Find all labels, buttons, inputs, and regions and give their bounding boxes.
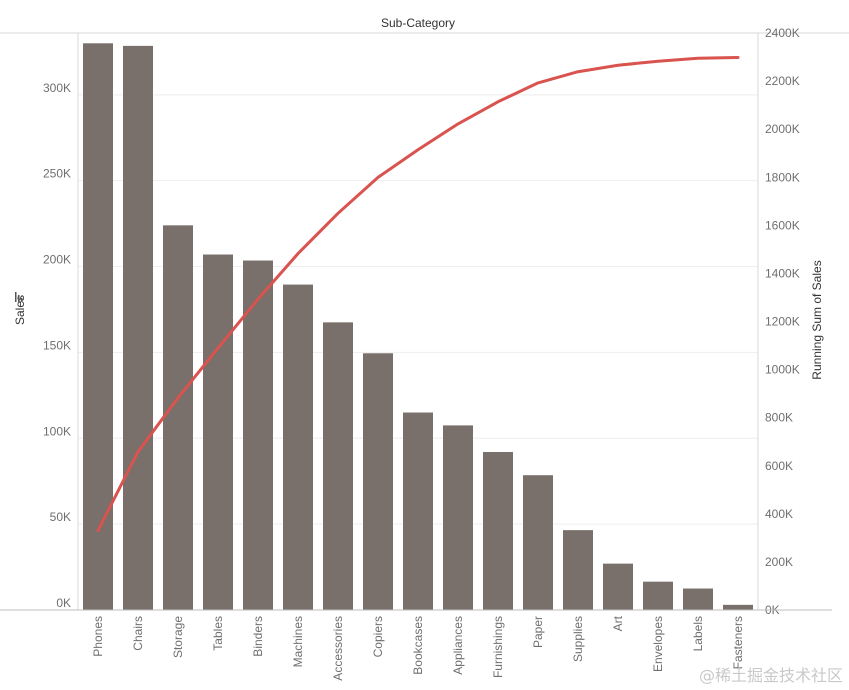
- category-label: Fasteners: [731, 616, 745, 669]
- right-axis-ticks: 0K200K400K600K800K1000K1200K1400K1600K18…: [765, 26, 800, 617]
- bar-storage[interactable]: [163, 225, 193, 611]
- right-tick-label: 600K: [765, 459, 793, 473]
- category-label-group: Envelopes: [651, 616, 665, 672]
- category-label: Accessories: [331, 616, 345, 681]
- left-tick-label: 0K: [56, 596, 71, 610]
- category-label-group: Fasteners: [731, 616, 745, 669]
- bar-labels[interactable]: [683, 588, 713, 610]
- category-label: Copiers: [371, 616, 385, 657]
- category-label: Phones: [91, 616, 105, 657]
- category-labels: Phones Chairs Storage Tables Binders Machines…: [91, 615, 745, 680]
- right-tick-label: 1200K: [765, 315, 800, 329]
- category-label: Binders: [251, 616, 265, 657]
- right-tick-label: 1600K: [765, 218, 800, 232]
- category-label: Supplies: [571, 616, 585, 662]
- category-label-group: Furnishings: [491, 616, 505, 678]
- bar-bookcases[interactable]: [403, 412, 433, 610]
- bar-phones[interactable]: [83, 43, 113, 610]
- bar-paper[interactable]: [523, 475, 553, 610]
- right-tick-label: 1800K: [765, 170, 800, 184]
- category-label-group: Binders: [251, 616, 265, 657]
- bar-art[interactable]: [603, 563, 633, 610]
- category-label-group: Phones: [91, 616, 105, 657]
- watermark: @稀土掘金技术社区: [698, 666, 843, 685]
- right-tick-label: 800K: [765, 411, 793, 425]
- bar-envelopes[interactable]: [643, 581, 673, 610]
- bars: [83, 43, 753, 611]
- category-label-group: Bookcases: [411, 616, 425, 675]
- right-tick-label: 1400K: [765, 266, 800, 280]
- left-axis-title: Sales: [13, 295, 27, 325]
- right-tick-label: 400K: [765, 507, 793, 521]
- right-tick-label: 200K: [765, 555, 793, 569]
- left-tick-label: 200K: [43, 253, 71, 267]
- column-header: Sub-Category: [381, 16, 455, 30]
- y-axis-label: Sales: [13, 295, 27, 325]
- category-label-group: Copiers: [371, 616, 385, 657]
- category-label-group: Storage: [171, 616, 185, 658]
- category-label: Appliances: [451, 616, 465, 675]
- right-tick-label: 2400K: [765, 26, 800, 40]
- category-label: Chairs: [131, 616, 145, 651]
- running-sum-series[interactable]: [96, 56, 740, 533]
- bar-accessories[interactable]: [323, 322, 353, 610]
- category-label-group: Appliances: [451, 616, 465, 675]
- bar-appliances[interactable]: [443, 425, 473, 610]
- category-label-group: Accessories: [331, 616, 345, 681]
- bar-copiers[interactable]: [363, 353, 393, 610]
- bar-tables[interactable]: [203, 254, 233, 610]
- category-label: Furnishings: [491, 616, 505, 678]
- left-tick-label: 50K: [50, 510, 71, 524]
- bar-chairs[interactable]: [123, 45, 153, 611]
- bar-fasteners[interactable]: [723, 604, 753, 610]
- bar-machines[interactable]: [283, 284, 313, 610]
- sort-icon[interactable]: [15, 292, 23, 302]
- category-label: Paper: [531, 616, 545, 648]
- left-tick-label: 150K: [43, 338, 71, 352]
- running-sum-line: [96, 56, 740, 533]
- y-axis-label-right: Running Sum of Sales: [810, 260, 824, 379]
- category-label: Machines: [291, 616, 305, 667]
- left-tick-label: 250K: [43, 167, 71, 181]
- category-label-group: Labels: [691, 616, 705, 651]
- category-label-group: Chairs: [131, 616, 145, 651]
- category-label: Labels: [691, 616, 705, 651]
- category-label-group: Tables: [211, 616, 225, 651]
- category-label: Storage: [171, 616, 185, 658]
- category-label-group: Machines: [291, 616, 305, 667]
- category-label: Bookcases: [411, 616, 425, 675]
- right-tick-label: 1000K: [765, 363, 800, 377]
- bar-binders[interactable]: [243, 260, 273, 610]
- bar-supplies[interactable]: [563, 530, 593, 610]
- bar-furnishings[interactable]: [483, 452, 513, 610]
- left-axis-ticks: 0K 50K 100K 150K 200K 250K 300K: [43, 81, 71, 610]
- category-label: Art: [611, 615, 625, 631]
- left-tick-label: 100K: [43, 424, 71, 438]
- category-label-group: Supplies: [571, 616, 585, 662]
- category-label: Envelopes: [651, 616, 665, 672]
- right-tick-label: 2200K: [765, 74, 800, 88]
- category-label: Tables: [211, 616, 225, 651]
- right-tick-label: 2000K: [765, 122, 800, 136]
- category-label-group: Art: [611, 615, 625, 631]
- right-axis-title: Running Sum of Sales: [810, 260, 824, 379]
- category-label-group: Paper: [531, 616, 545, 648]
- left-tick-label: 300K: [43, 81, 71, 95]
